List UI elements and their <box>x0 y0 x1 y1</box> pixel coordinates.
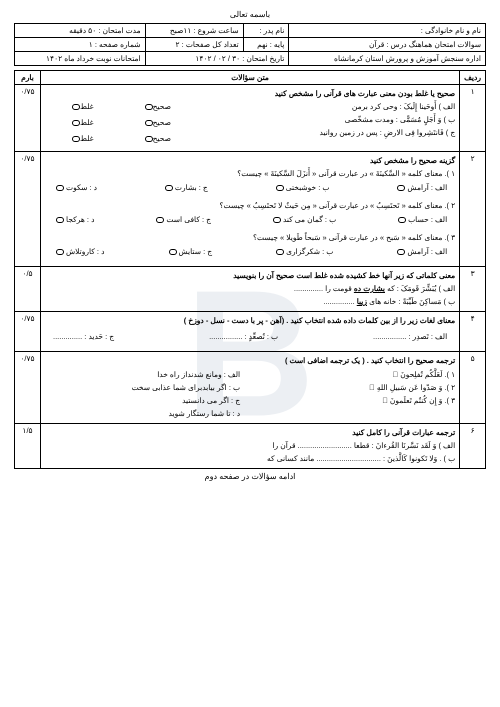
q2-num: ۲ <box>460 152 486 267</box>
q5-body: ترجمه صحیح را انتخاب کنید . ( یک ترجمه ا… <box>41 352 460 424</box>
q1-c: ج ) فَانتَشِروا فِی الارضِ : پس در زمین … <box>195 127 455 139</box>
q2-p1: ۱ ). معنای کلمه « السَّکینَةَ » در عبارت… <box>45 168 455 180</box>
q1-stem: صحیح یا غلط بودن معنی عبارت های قرآنی را… <box>195 88 455 100</box>
questions-table: ردیف متن سؤالات بارم ۱ صحیح یا غلط بودن … <box>14 70 486 469</box>
h-r3c3: امتحانات نوبت خرداد ماه ۱۴۰۲ <box>15 52 146 66</box>
q6-a: الف ) وَ لَقَد نَسَّرنَا القُرءانَ : قطع… <box>45 440 455 452</box>
q5-a: الف : ومانع شدنداز راه خدا <box>45 369 240 381</box>
q6-stem: ترجمه عبارات قرآنی را کامل کنید <box>45 427 455 439</box>
header-table: نام و نام خانوادگی : نام پدر : ساعت شروع… <box>14 23 486 66</box>
q1-a: الف ) أَوحَینا إِلَیکَ : وحی کرد برمن <box>195 101 455 113</box>
q5-p2: ۲ ). وَ صَدّوا عَن سَبیلِ اللهِ ⃝ <box>260 382 455 394</box>
bismillah: باسمه تعالی <box>14 10 486 19</box>
q5-score: ۰/۷۵ <box>15 352 41 424</box>
q1a-sah[interactable]: صحیح <box>142 101 171 113</box>
q6-b: ب ) . وَلا تَکونوا کَالَّذینَ : ........… <box>45 453 455 465</box>
q2p2-a[interactable]: الف : حساب <box>395 214 447 226</box>
q3-score: ۰/۵ <box>15 267 41 312</box>
q4-c: ج : حَدید : .............. <box>53 331 114 343</box>
q5-p1: ۱ ). لَعَلَّکُم تُفلِحونَ ⃝ <box>260 369 455 381</box>
q5-p3: ۳ ). وَ إِن کُنتُم تَعلَمونَ ⃝ <box>260 395 455 407</box>
q2p1-d[interactable]: د : سکوت <box>53 182 97 194</box>
h-r2c2: پایه : نهم <box>243 38 289 52</box>
q6-num: ۶ <box>460 424 486 469</box>
q2p3-a[interactable]: الف : آرامش <box>394 246 447 258</box>
q4-b: ب : تُصعِّدٍ : ................ <box>209 331 278 343</box>
th-score: بارم <box>15 71 41 85</box>
q2p1-b[interactable]: ب : خوشبختی <box>273 182 330 194</box>
q6-score: ۱/۵ <box>15 424 41 469</box>
q2p1-c[interactable]: ج : بشارت <box>162 182 208 194</box>
h-r1c3: ساعت شروع : ۱۱صبح <box>145 24 243 38</box>
q3-stem: معنی کلماتی که زیر آنها خط کشیده شده غلط… <box>45 270 455 282</box>
h-r1c4: مدت امتحان : ۵۰ دقیقه <box>15 24 146 38</box>
q2-p3: ۳ ). معنای کلمه « سَبح » در عبارت قرآنی … <box>45 232 455 244</box>
q1c-sah[interactable]: صحیح <box>142 133 171 145</box>
q3-body: معنی کلماتی که زیر آنها خط کشیده شده غلط… <box>41 267 460 312</box>
q1-score: ۰/۷۵ <box>15 85 41 152</box>
q2p3-b[interactable]: ب : شکرگزاری <box>273 246 333 258</box>
q3-num: ۳ <box>460 267 486 312</box>
q2p2-d[interactable]: د : هرکجا <box>53 214 94 226</box>
footer-note: ادامه سؤالات در صفحه دوم <box>14 472 486 481</box>
h-r2c3: تعداد کل صفحات : ۲ <box>145 38 243 52</box>
th-text: متن سؤالات <box>41 71 460 85</box>
q5-d: د : تا شما رستگار شوید <box>45 408 240 420</box>
h-r2c1: سوالات امتحان هماهنگ درس : قرآن <box>289 38 486 52</box>
h-r3c2: تاریخ امتحان : ۳۰ / ۰۲ / ۱۴۰۲ <box>145 52 289 66</box>
q1a-ghl[interactable]: غلط <box>69 101 94 113</box>
q5-stem: ترجمه صحیح را انتخاب کنید . ( یک ترجمه ا… <box>45 355 455 367</box>
q1b-ghl[interactable]: غلط <box>69 117 94 129</box>
q3-a: الف ) یُبَشِّرَ قَومَکَ : که بشارت ده قو… <box>45 283 455 295</box>
q2p3-c[interactable]: ج : ستایش <box>166 246 213 258</box>
q4-a: الف : تَصدِر : ................ <box>373 331 447 343</box>
q4-stem: معنای لغات زیر را از بین کلمات داده شده … <box>45 315 455 327</box>
th-num: ردیف <box>460 71 486 85</box>
h-r2c4: شماره صفحه : ۱ <box>15 38 146 52</box>
q1-num: ۱ <box>460 85 486 152</box>
q2p1-a[interactable]: الف : آرامش <box>394 182 447 194</box>
q2-p2: ۲ ). معنای کلمه « تَحتَسِبُ » در عبارت ق… <box>45 200 455 212</box>
q4-body: معنای لغات زیر را از بین کلمات داده شده … <box>41 312 460 352</box>
h-r1c2: نام پدر : <box>243 24 289 38</box>
q1c-ghl[interactable]: غلط <box>69 133 94 145</box>
q2-score: ۰/۷۵ <box>15 152 41 267</box>
q4-num: ۴ <box>460 312 486 352</box>
h-r3c1: اداره سنجش آموزش و پرورش استان کرمانشاه <box>289 52 486 66</box>
h-r1c1: نام و نام خانوادگی : <box>289 24 486 38</box>
q2-body: گزینه صحیح را مشخص کنید ۱ ). معنای کلمه … <box>41 152 460 267</box>
q2p2-b[interactable]: ب : گمان می کند <box>270 214 336 226</box>
q2p3-d[interactable]: د : کاروتلاش <box>53 246 104 258</box>
q2p2-c[interactable]: ج : کافی است <box>153 214 211 226</box>
q1b-sah[interactable]: صحیح <box>142 117 171 129</box>
q1-body: صحیح یا غلط بودن معنی عبارت های قرآنی را… <box>41 85 460 152</box>
q1-b: ب ) وَ أَجَلٍ مُسَمًّی : ومدت مشخّصی <box>195 114 455 126</box>
q5-c: ج : اگر می دانستید <box>45 395 240 407</box>
q5-num: ۵ <box>460 352 486 424</box>
q3-b: ب ) مَساکِنَ طَیِّبَةً : خانه های زیبا .… <box>45 296 455 308</box>
q4-score: ۰/۷۵ <box>15 312 41 352</box>
q5-b: ب : اگر بیابدبرای شما عذابی سخت <box>45 382 240 394</box>
q6-body: ترجمه عبارات قرآنی را کامل کنید الف ) وَ… <box>41 424 460 469</box>
q2-stem: گزینه صحیح را مشخص کنید <box>45 155 455 167</box>
